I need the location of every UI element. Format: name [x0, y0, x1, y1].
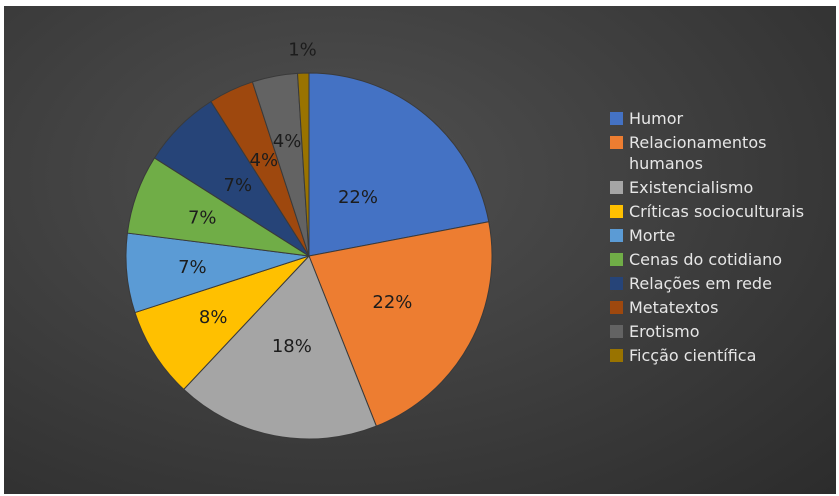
- legend-label: Cenas do cotidiano: [629, 250, 783, 269]
- legend-item-erotismo: Erotismo: [610, 321, 836, 342]
- legend-label: Erotismo: [629, 322, 700, 341]
- legend-swatch: [610, 253, 623, 266]
- pie-slice-4: [134, 255, 310, 391]
- legend-swatch: [610, 325, 623, 338]
- data-label-2: 22%: [372, 292, 412, 313]
- pie-slice-1: [308, 72, 490, 257]
- legend-item-metatextos: Metatextos: [610, 297, 836, 318]
- legend-swatch: [610, 112, 623, 125]
- pie-slice-3: [183, 255, 378, 440]
- legend-item-relacionamentos-humanos: Relacionamentos humanos: [610, 132, 836, 174]
- pie-slice-10: [296, 72, 310, 257]
- data-label-4: 8%: [199, 307, 228, 328]
- legend-label: Relações em rede: [629, 274, 772, 293]
- legend-item-existencialismo: Existencialismo: [610, 177, 836, 198]
- legend-label: Existencialismo: [629, 178, 754, 197]
- legend-swatch: [610, 181, 623, 194]
- legend-label: Humor: [629, 109, 684, 128]
- data-label-1: 22%: [338, 187, 378, 208]
- legend-swatch: [610, 277, 623, 290]
- legend-label: Críticas socioculturais: [629, 202, 805, 221]
- legend-item-cenas-do-cotidiano: Cenas do cotidiano: [610, 249, 836, 270]
- pie-slice-2: [308, 221, 493, 427]
- data-label-5: 7%: [178, 257, 207, 278]
- legend-item-morte: Morte: [610, 225, 836, 246]
- legend-swatch: [610, 301, 623, 314]
- data-label-8: 4%: [250, 150, 279, 171]
- data-label-10: 1%: [288, 39, 317, 60]
- legend-item-relacoes-em-rede: Relações em rede: [610, 273, 836, 294]
- data-label-3: 18%: [272, 336, 312, 357]
- legend-label: Metatextos: [629, 298, 719, 317]
- legend-item-humor: Humor: [610, 108, 836, 129]
- legend-label: Ficção científica: [629, 346, 757, 365]
- pie-chart: 22% 22% 18% 8% 7% 7% 7% 4%4% 1%: [125, 39, 493, 440]
- data-label-7: 7%: [224, 175, 253, 196]
- legend-swatch: [610, 349, 623, 362]
- data-label-6: 7%: [188, 208, 217, 229]
- chart-area: 22% 22% 18% 8% 7% 7% 7% 4% 4% 1% Humor Relacionam…: [4, 6, 836, 494]
- data-label-9: 4%: [273, 131, 302, 152]
- legend-swatch: [610, 205, 623, 218]
- legend-swatch: [610, 136, 623, 149]
- legend-label: Morte: [629, 226, 676, 245]
- legend: Humor Relacionamentos humanos Existencia…: [610, 108, 836, 369]
- legend-label: Relacionamentos humanos: [629, 133, 767, 173]
- legend-item-criticas-socioculturais: Críticas socioculturais: [610, 201, 836, 222]
- legend-item-ficcao-cientifica: Ficção científica: [610, 345, 836, 366]
- legend-swatch: [610, 229, 623, 242]
